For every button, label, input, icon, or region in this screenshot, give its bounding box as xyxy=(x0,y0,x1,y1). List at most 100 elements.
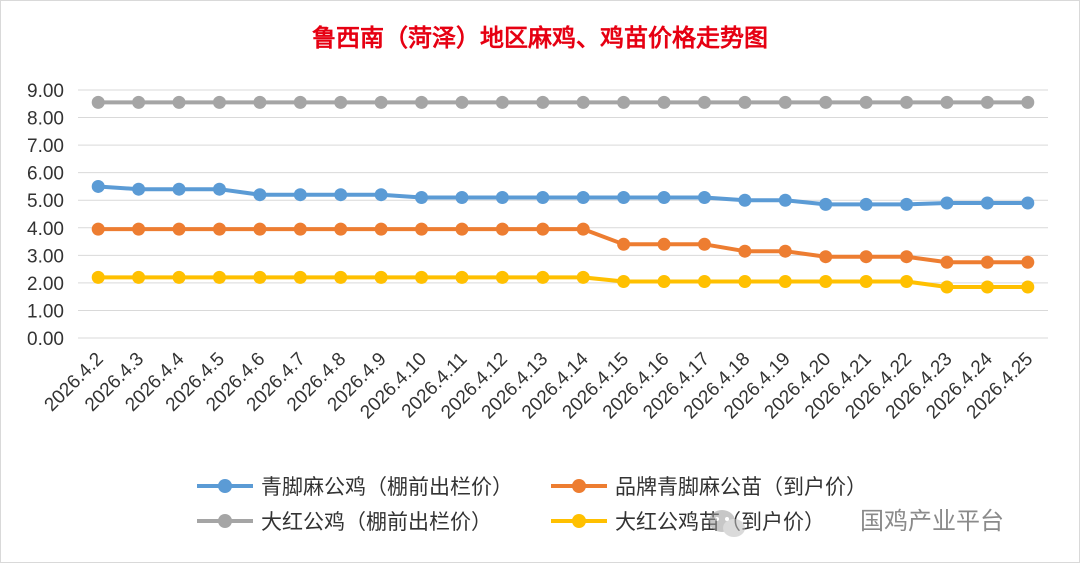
data-point xyxy=(819,275,833,289)
data-point xyxy=(334,95,348,109)
data-point xyxy=(778,275,792,289)
series-line xyxy=(98,275,1028,290)
data-point xyxy=(293,95,307,109)
data-point xyxy=(980,280,994,294)
series-1 xyxy=(91,222,1035,269)
data-point xyxy=(334,188,348,202)
wechat-icon xyxy=(709,510,745,537)
data-point xyxy=(91,222,105,236)
data-point xyxy=(212,222,226,236)
watermark-text: 国鸡产业平台 xyxy=(860,507,1004,535)
data-point xyxy=(617,190,631,204)
data-point xyxy=(697,95,711,109)
series-lines xyxy=(91,95,1035,294)
data-point xyxy=(859,95,873,109)
data-point xyxy=(415,222,429,236)
y-tick-label: 4.00 xyxy=(27,219,64,240)
data-point xyxy=(859,250,873,264)
data-point xyxy=(455,270,469,284)
data-point xyxy=(1021,95,1035,109)
data-point xyxy=(657,237,671,251)
data-point xyxy=(293,222,307,236)
data-point xyxy=(617,95,631,109)
data-point xyxy=(172,270,186,284)
data-point xyxy=(819,95,833,109)
legend-marker xyxy=(218,479,232,493)
data-point xyxy=(617,275,631,289)
data-point xyxy=(1021,196,1035,210)
data-point xyxy=(455,95,469,109)
y-tick-label: 6.00 xyxy=(27,164,64,185)
data-point xyxy=(859,275,873,289)
data-point xyxy=(697,275,711,289)
legend-label: 青脚麻公鸡（棚前出栏价） xyxy=(261,475,513,499)
data-point xyxy=(495,270,509,284)
data-point xyxy=(738,193,752,207)
y-tick-label: 8.00 xyxy=(27,109,64,130)
data-point xyxy=(900,250,914,264)
data-point xyxy=(576,222,590,236)
data-point xyxy=(738,244,752,258)
data-point xyxy=(374,270,388,284)
series-3 xyxy=(91,270,1035,294)
data-point xyxy=(253,188,267,202)
data-point xyxy=(900,95,914,109)
data-point xyxy=(900,197,914,211)
data-point xyxy=(576,95,590,109)
legend-label: 大红公鸡（棚前出栏价） xyxy=(261,510,492,534)
series-line xyxy=(98,184,1028,207)
data-point xyxy=(253,270,267,284)
data-point xyxy=(536,190,550,204)
data-point xyxy=(415,270,429,284)
data-point xyxy=(940,95,954,109)
data-point xyxy=(657,190,671,204)
data-point xyxy=(253,222,267,236)
watermark: 国鸡产业平台 xyxy=(709,507,1004,537)
data-point xyxy=(455,190,469,204)
data-point xyxy=(212,182,226,196)
series-2 xyxy=(91,95,1035,109)
data-point xyxy=(132,95,146,109)
data-point xyxy=(91,95,105,109)
data-point xyxy=(415,190,429,204)
legend-marker xyxy=(218,514,232,528)
data-point xyxy=(91,179,105,193)
data-point xyxy=(536,222,550,236)
data-point xyxy=(91,270,105,284)
grid-lines xyxy=(78,89,1048,339)
y-tick-label: 5.00 xyxy=(27,191,64,212)
legend-item: 青脚麻公鸡（棚前出栏价） xyxy=(197,475,513,499)
data-point xyxy=(293,270,307,284)
y-tick-label: 9.00 xyxy=(27,81,64,102)
data-point xyxy=(132,222,146,236)
legend-item: 品牌青脚麻公苗（到户价） xyxy=(551,475,867,499)
legend-label: 品牌青脚麻公苗（到户价） xyxy=(615,475,867,499)
y-tick-label: 3.00 xyxy=(27,246,64,267)
data-point xyxy=(495,95,509,109)
data-point xyxy=(293,188,307,202)
data-point xyxy=(253,95,267,109)
data-point xyxy=(900,275,914,289)
data-point xyxy=(334,270,348,284)
data-point xyxy=(697,190,711,204)
data-point xyxy=(980,255,994,269)
data-point xyxy=(1021,255,1035,269)
data-point xyxy=(778,95,792,109)
data-point xyxy=(657,275,671,289)
data-point xyxy=(657,95,671,109)
data-point xyxy=(132,270,146,284)
data-point xyxy=(617,237,631,251)
data-point xyxy=(980,196,994,210)
data-point xyxy=(374,95,388,109)
data-point xyxy=(374,222,388,236)
data-point xyxy=(536,270,550,284)
data-point xyxy=(455,222,469,236)
legend-item: 大红公鸡（棚前出栏价） xyxy=(197,510,492,534)
data-point xyxy=(1021,280,1035,294)
chart-title: 鲁西南（菏泽）地区麻鸡、鸡苗价格走势图 xyxy=(312,23,768,52)
y-tick-label: 7.00 xyxy=(27,136,64,157)
data-point xyxy=(172,182,186,196)
data-point xyxy=(980,95,994,109)
data-point xyxy=(212,95,226,109)
